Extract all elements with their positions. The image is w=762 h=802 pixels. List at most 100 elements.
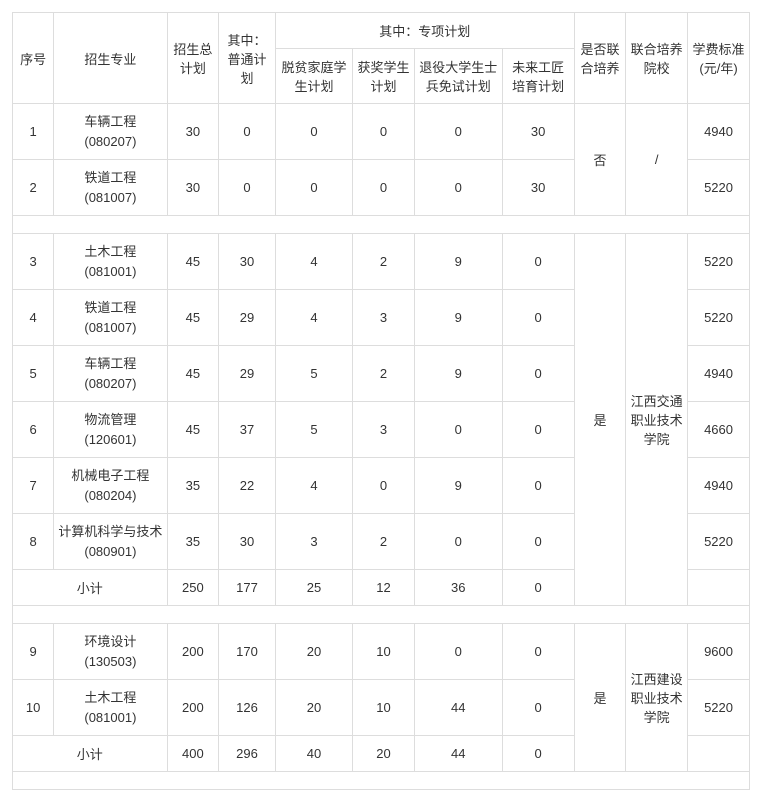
spacer-row	[13, 216, 750, 234]
table-body: 1车辆工程(080207)30000030否/49402铁道工程(081007)…	[13, 104, 750, 790]
cell-major: 铁道工程(081007)	[54, 290, 167, 346]
cell-regular: 126	[219, 680, 276, 736]
header-joint-flag: 是否联合培养	[574, 13, 626, 104]
subtotal-veteran: 44	[414, 736, 502, 772]
cell-award: 0	[353, 160, 415, 216]
cell-major: 机械电子工程(080204)	[54, 458, 167, 514]
cell-regular: 30	[219, 234, 276, 290]
header-major: 招生专业	[54, 13, 167, 104]
cell-veteran: 0	[414, 514, 502, 570]
cell-poverty: 20	[275, 624, 352, 680]
cell-veteran: 9	[414, 290, 502, 346]
subtotal-label: 小计	[13, 736, 168, 772]
cell-major: 环境设计(130503)	[54, 624, 167, 680]
cell-award: 0	[353, 458, 415, 514]
subtotal-label: 小计	[13, 570, 168, 606]
cell-poverty: 5	[275, 402, 352, 458]
cell-future: 0	[502, 514, 574, 570]
table-row: 3土木工程(081001)45304290是江西交通职业技术学院5220	[13, 234, 750, 290]
cell-veteran: 9	[414, 234, 502, 290]
subtotal-award: 12	[353, 570, 415, 606]
cell-total: 45	[167, 234, 219, 290]
header-tuition: 学费标准(元/年)	[688, 13, 750, 104]
cell-regular: 170	[219, 624, 276, 680]
cell-veteran: 0	[414, 160, 502, 216]
cell-major: 车辆工程(080207)	[54, 104, 167, 160]
header-award: 获奖学生计划	[353, 49, 415, 104]
cell-tuition: 5220	[688, 514, 750, 570]
subtotal-tuition	[688, 736, 750, 772]
cell-regular: 0	[219, 104, 276, 160]
cell-seq: 3	[13, 234, 54, 290]
cell-award: 2	[353, 514, 415, 570]
cell-major: 铁道工程(081007)	[54, 160, 167, 216]
header-seq: 序号	[13, 13, 54, 104]
cell-poverty: 0	[275, 160, 352, 216]
cell-award: 10	[353, 624, 415, 680]
cell-regular: 29	[219, 346, 276, 402]
cell-regular: 30	[219, 514, 276, 570]
cell-major: 计算机科学与技术(080901)	[54, 514, 167, 570]
cell-tuition: 9600	[688, 624, 750, 680]
table-row: 9环境设计(130503)200170201000是江西建设职业技术学院9600	[13, 624, 750, 680]
cell-future: 0	[502, 346, 574, 402]
cell-future: 0	[502, 458, 574, 514]
cell-regular: 29	[219, 290, 276, 346]
subtotal-veteran: 36	[414, 570, 502, 606]
cell-tuition: 4660	[688, 402, 750, 458]
header-total-plan: 招生总计划	[167, 13, 219, 104]
cell-poverty: 4	[275, 290, 352, 346]
cell-seq: 9	[13, 624, 54, 680]
cell-poverty: 4	[275, 458, 352, 514]
cell-seq: 8	[13, 514, 54, 570]
cell-seq: 6	[13, 402, 54, 458]
cell-award: 10	[353, 680, 415, 736]
cell-total: 200	[167, 680, 219, 736]
header-veteran: 退役大学生士兵免试计划	[414, 49, 502, 104]
cell-total: 45	[167, 290, 219, 346]
cell-poverty: 4	[275, 234, 352, 290]
cell-poverty: 3	[275, 514, 352, 570]
cell-future: 0	[502, 624, 574, 680]
cell-tuition: 4940	[688, 458, 750, 514]
cell-veteran: 9	[414, 346, 502, 402]
cell-major: 土木工程(081001)	[54, 680, 167, 736]
header-joint-school: 联合培养院校	[626, 13, 688, 104]
cell-seq: 1	[13, 104, 54, 160]
cell-tuition: 4940	[688, 104, 750, 160]
spacer-row	[13, 606, 750, 624]
cell-future: 0	[502, 680, 574, 736]
cell-total: 30	[167, 160, 219, 216]
cell-regular: 37	[219, 402, 276, 458]
cell-veteran: 9	[414, 458, 502, 514]
subtotal-total: 250	[167, 570, 219, 606]
cell-tuition: 5220	[688, 234, 750, 290]
cell-tuition: 5220	[688, 160, 750, 216]
cell-tuition: 4940	[688, 346, 750, 402]
cell-total: 35	[167, 514, 219, 570]
cell-veteran: 0	[414, 402, 502, 458]
cell-future: 0	[502, 402, 574, 458]
cell-seq: 5	[13, 346, 54, 402]
cell-future: 30	[502, 160, 574, 216]
cell-award: 0	[353, 104, 415, 160]
cell-joint-school: 江西建设职业技术学院	[626, 624, 688, 772]
cell-major: 车辆工程(080207)	[54, 346, 167, 402]
cell-poverty: 5	[275, 346, 352, 402]
cell-award: 2	[353, 234, 415, 290]
cell-veteran: 44	[414, 680, 502, 736]
cell-veteran: 0	[414, 624, 502, 680]
cell-seq: 10	[13, 680, 54, 736]
cell-seq: 4	[13, 290, 54, 346]
cell-joint-flag: 是	[574, 234, 626, 606]
cell-future: 0	[502, 290, 574, 346]
cell-poverty: 20	[275, 680, 352, 736]
cell-future: 30	[502, 104, 574, 160]
subtotal-future: 0	[502, 736, 574, 772]
cell-award: 3	[353, 402, 415, 458]
cell-joint-school: /	[626, 104, 688, 216]
cell-total: 45	[167, 402, 219, 458]
cell-major: 物流管理(120601)	[54, 402, 167, 458]
subtotal-regular: 296	[219, 736, 276, 772]
subtotal-tuition	[688, 570, 750, 606]
